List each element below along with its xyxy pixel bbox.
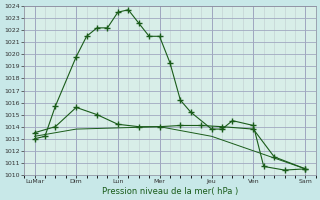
X-axis label: Pression niveau de la mer( hPa ): Pression niveau de la mer( hPa )	[102, 187, 238, 196]
